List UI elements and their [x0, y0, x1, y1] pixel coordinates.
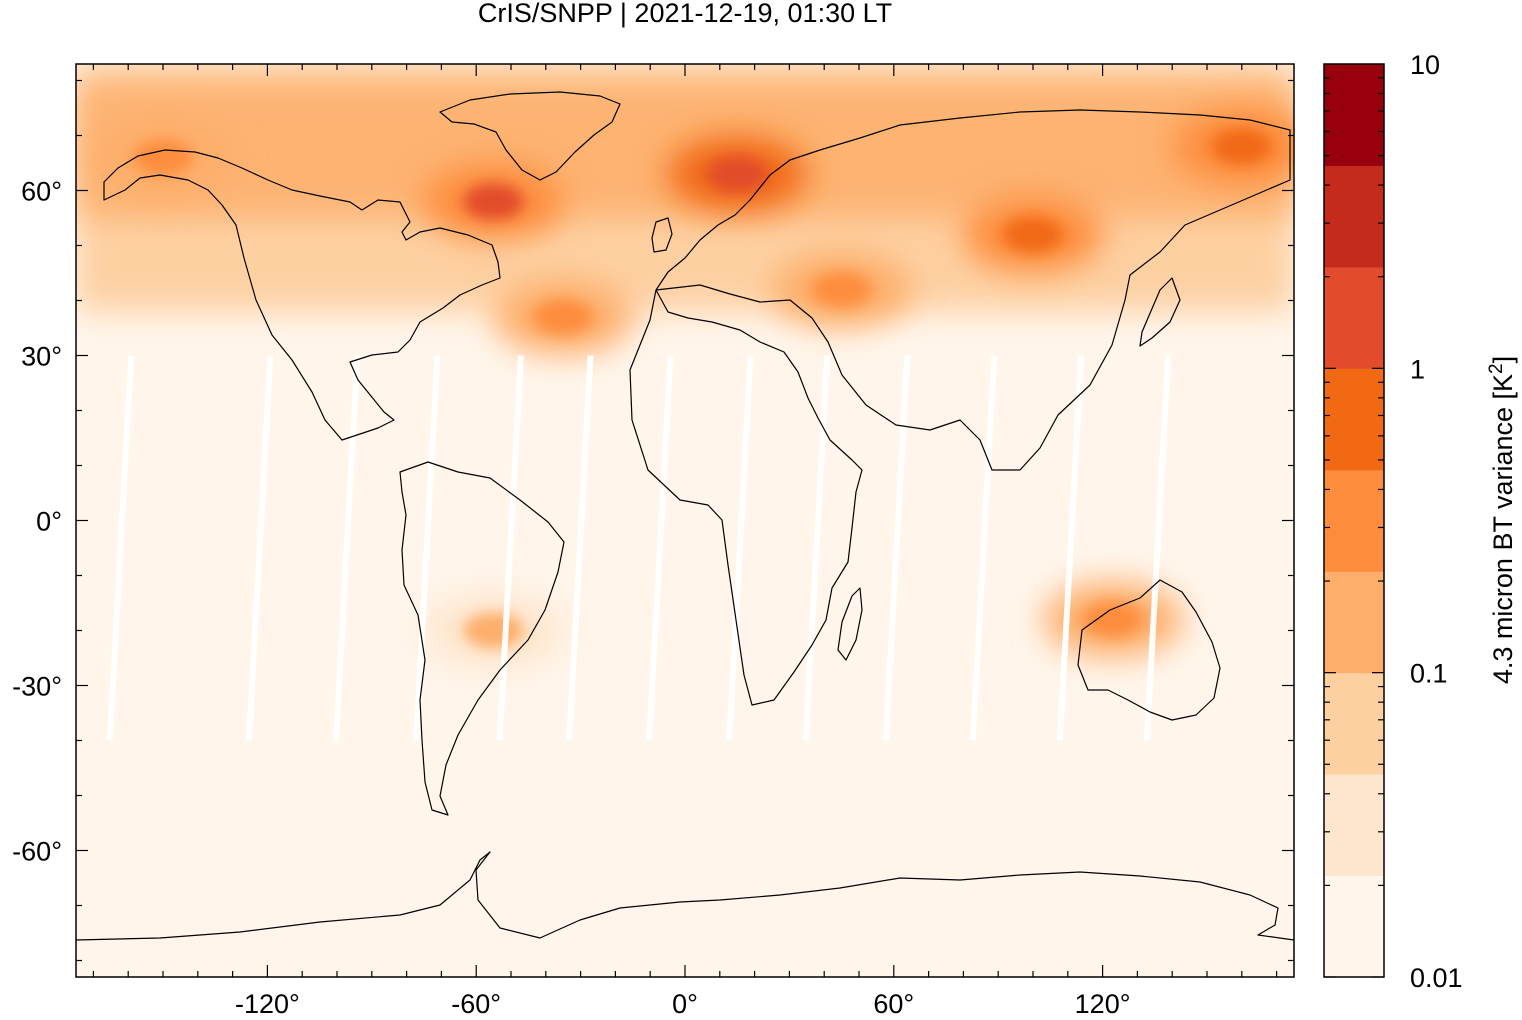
swath-gap	[566, 355, 594, 741]
y-tick-label: -30°	[12, 672, 62, 702]
colorbar	[1324, 64, 1384, 978]
colorbar-level	[1324, 571, 1384, 674]
y-tick-label: 30°	[21, 342, 62, 372]
variance-hotspot	[533, 299, 594, 335]
colorbar-tick-label: 0.1	[1410, 659, 1448, 689]
x-tick-label: -60°	[451, 989, 501, 1019]
x-tick-label: 0°	[672, 989, 698, 1019]
swath-gaps	[106, 355, 1172, 741]
x-tick-label: 120°	[1075, 989, 1131, 1019]
y-tick-label: 60°	[21, 177, 62, 207]
swath-gap	[969, 355, 998, 741]
variance-hotspot	[707, 156, 768, 192]
y-axis: 60° 30° 0° -30° -60°	[12, 79, 1294, 962]
swath-gap	[646, 355, 674, 741]
coastline-australia	[1077, 579, 1221, 721]
coastlines	[76, 91, 1294, 941]
swath-gap	[413, 355, 441, 741]
chart-title: CrIS/SNPP | 2021-12-19, 01:30 LT	[478, 0, 892, 28]
colorbar-level	[1324, 875, 1384, 978]
x-tick-label: -120°	[235, 989, 300, 1019]
variance-hotspot	[463, 183, 524, 220]
variance-hotspot	[1211, 128, 1272, 165]
map-area	[76, 64, 1294, 977]
coastline-japan	[1139, 277, 1181, 347]
colorbar-label: 4.3 micron BT variance [K2]	[1486, 356, 1518, 684]
y-tick-label: 0°	[36, 507, 62, 537]
swath-gap	[106, 355, 135, 741]
y-tick-label: -60°	[12, 837, 62, 867]
variance-hotspot	[463, 612, 524, 649]
coastline-madagascar	[837, 587, 863, 661]
swath-gap	[802, 355, 831, 741]
coastline-antarctica	[76, 851, 1294, 941]
coastline-africa-eurasia	[629, 109, 1291, 706]
swath-gap	[882, 355, 911, 741]
variance-hotspot	[1003, 216, 1063, 253]
variance-field	[76, 64, 1294, 669]
colorbar-level	[1324, 266, 1384, 369]
colorbar-level	[1324, 469, 1384, 572]
colorbar-level	[1324, 368, 1384, 471]
coastline-north-america	[103, 149, 501, 441]
swath-gap	[246, 355, 274, 741]
variance-hotspot	[1083, 601, 1144, 638]
swath-gap	[496, 355, 524, 741]
coastline-greenland	[439, 91, 621, 181]
colorbar-frame	[1323, 63, 1385, 978]
swath-gap	[726, 355, 754, 741]
x-axis: -120° -60° 0° 60° 120°	[92, 64, 1278, 1019]
x-tick-label: 60°	[873, 989, 914, 1019]
colorbar-tick-label: 10	[1410, 50, 1440, 80]
colorbar-level	[1324, 774, 1384, 877]
colorbar-tick-label: 1	[1410, 354, 1425, 384]
colorbar-tick-label: 0.01	[1410, 963, 1463, 993]
coastline-south-america	[399, 461, 565, 816]
swath-gap	[1143, 355, 1172, 741]
swath-gap	[333, 355, 361, 741]
swath-gap	[1056, 355, 1085, 741]
colorbar-level	[1324, 64, 1384, 166]
variance-hotspot	[811, 271, 872, 308]
colorbar-level	[1324, 165, 1384, 268]
coastline-uk	[651, 217, 673, 253]
variance-hotspot	[133, 139, 193, 176]
colorbar-level	[1324, 672, 1384, 775]
colorbar-ticks: 0.01 0.1 1 10	[1324, 50, 1463, 993]
